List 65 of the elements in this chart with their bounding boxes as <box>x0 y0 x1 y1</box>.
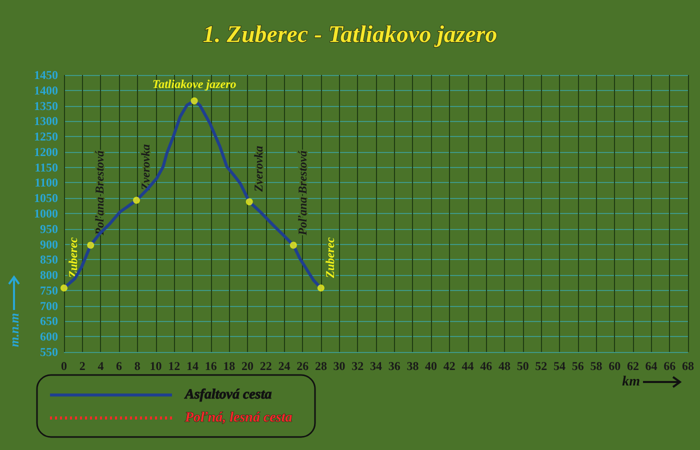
y-tick-label: 1100 <box>34 176 58 190</box>
y-tick-label: 600 <box>40 330 58 344</box>
x-tick-label: 12 <box>168 359 180 373</box>
y-tick-label: 800 <box>40 268 58 282</box>
x-axis-title: km <box>622 374 640 390</box>
x-tick-label: 20 <box>242 359 254 373</box>
x-tick-label: 40 <box>425 359 438 373</box>
annotation: Zuberec <box>322 236 337 279</box>
x-tick-label: 64 <box>645 359 658 373</box>
chart-title: 1. Zuberec - Tatliakovo jazero <box>202 22 498 48</box>
x-tick-label: 2 <box>79 359 86 373</box>
x-tick-label: 10 <box>150 359 162 373</box>
y-tick-label: 900 <box>40 237 58 252</box>
x-tick-label: 46 <box>480 359 492 373</box>
annotation: Zverovka <box>251 146 266 193</box>
x-tick-label: 6 <box>116 359 122 373</box>
y-axis-title: m.n.m <box>6 313 22 347</box>
x-tick-label: 36 <box>388 359 400 373</box>
x-tick-label: 42 <box>443 359 456 373</box>
annotation: Zuberec <box>66 236 80 279</box>
text: Asfaltová cesta <box>184 388 272 402</box>
x-tick-label: 18 <box>223 359 236 373</box>
y-tick-label: 1350 <box>34 98 58 113</box>
x-tick-label: 68 <box>682 359 694 373</box>
x-tick-label: 38 <box>406 359 419 373</box>
y-tick-label: 1300 <box>34 114 58 128</box>
y-tick-label: 1200 <box>34 144 58 159</box>
y-tick-label: 1000 <box>34 206 58 220</box>
x-tick-label: 54 <box>554 359 566 373</box>
x-tick-label: 44 <box>462 359 474 373</box>
y-tick-label: 1150 <box>34 160 58 174</box>
x-tick-label: 22 <box>260 359 272 373</box>
y-tick-label: 1450 <box>34 68 58 82</box>
x-tick-label: 52 <box>535 359 548 373</box>
x-tick-label: 4 <box>98 359 104 373</box>
x-tick-label: 62 <box>626 359 639 373</box>
x-tick-label: 30 <box>333 359 346 373</box>
legend-label: Poľná, lesná cesta <box>185 410 292 426</box>
x-tick-label: 56 <box>572 359 584 373</box>
x-tick-label: 58 <box>590 359 602 373</box>
x-tick-label: 26 <box>296 359 309 373</box>
x-tick-label: 50 <box>516 359 529 373</box>
x-tick-label: 16 <box>204 359 217 373</box>
y-tick-label: 650 <box>40 314 58 328</box>
x-tick-label: 66 <box>664 359 676 373</box>
x-tick-label: 48 <box>498 359 510 373</box>
x-tick-label: 0 <box>61 359 67 373</box>
y-tick-label: 1050 <box>34 191 58 206</box>
x-tick-label: 24 <box>278 359 290 373</box>
x-tick-label: 8 <box>134 359 140 373</box>
x-tick-label: 14 <box>186 359 198 373</box>
x-tick-label: 60 <box>608 359 621 373</box>
x-tick-label: 34 <box>370 359 382 373</box>
x-tick-label: 28 <box>314 359 327 373</box>
annotation: Poľana Brestová <box>295 150 310 236</box>
y-tick-label: 1400 <box>34 83 58 98</box>
y-tick-label: 700 <box>40 298 58 313</box>
annotation: Zverovka <box>138 144 152 192</box>
y-tick-label: 750 <box>40 283 58 298</box>
x-tick-label: 32 <box>352 359 364 373</box>
y-tick-label: 550 <box>40 345 58 359</box>
y-tick-label: 950 <box>40 222 58 236</box>
annotation: Tatliakove jazero <box>152 76 236 91</box>
y-tick-label: 850 <box>40 252 58 267</box>
y-tick-label: 1250 <box>34 130 58 144</box>
